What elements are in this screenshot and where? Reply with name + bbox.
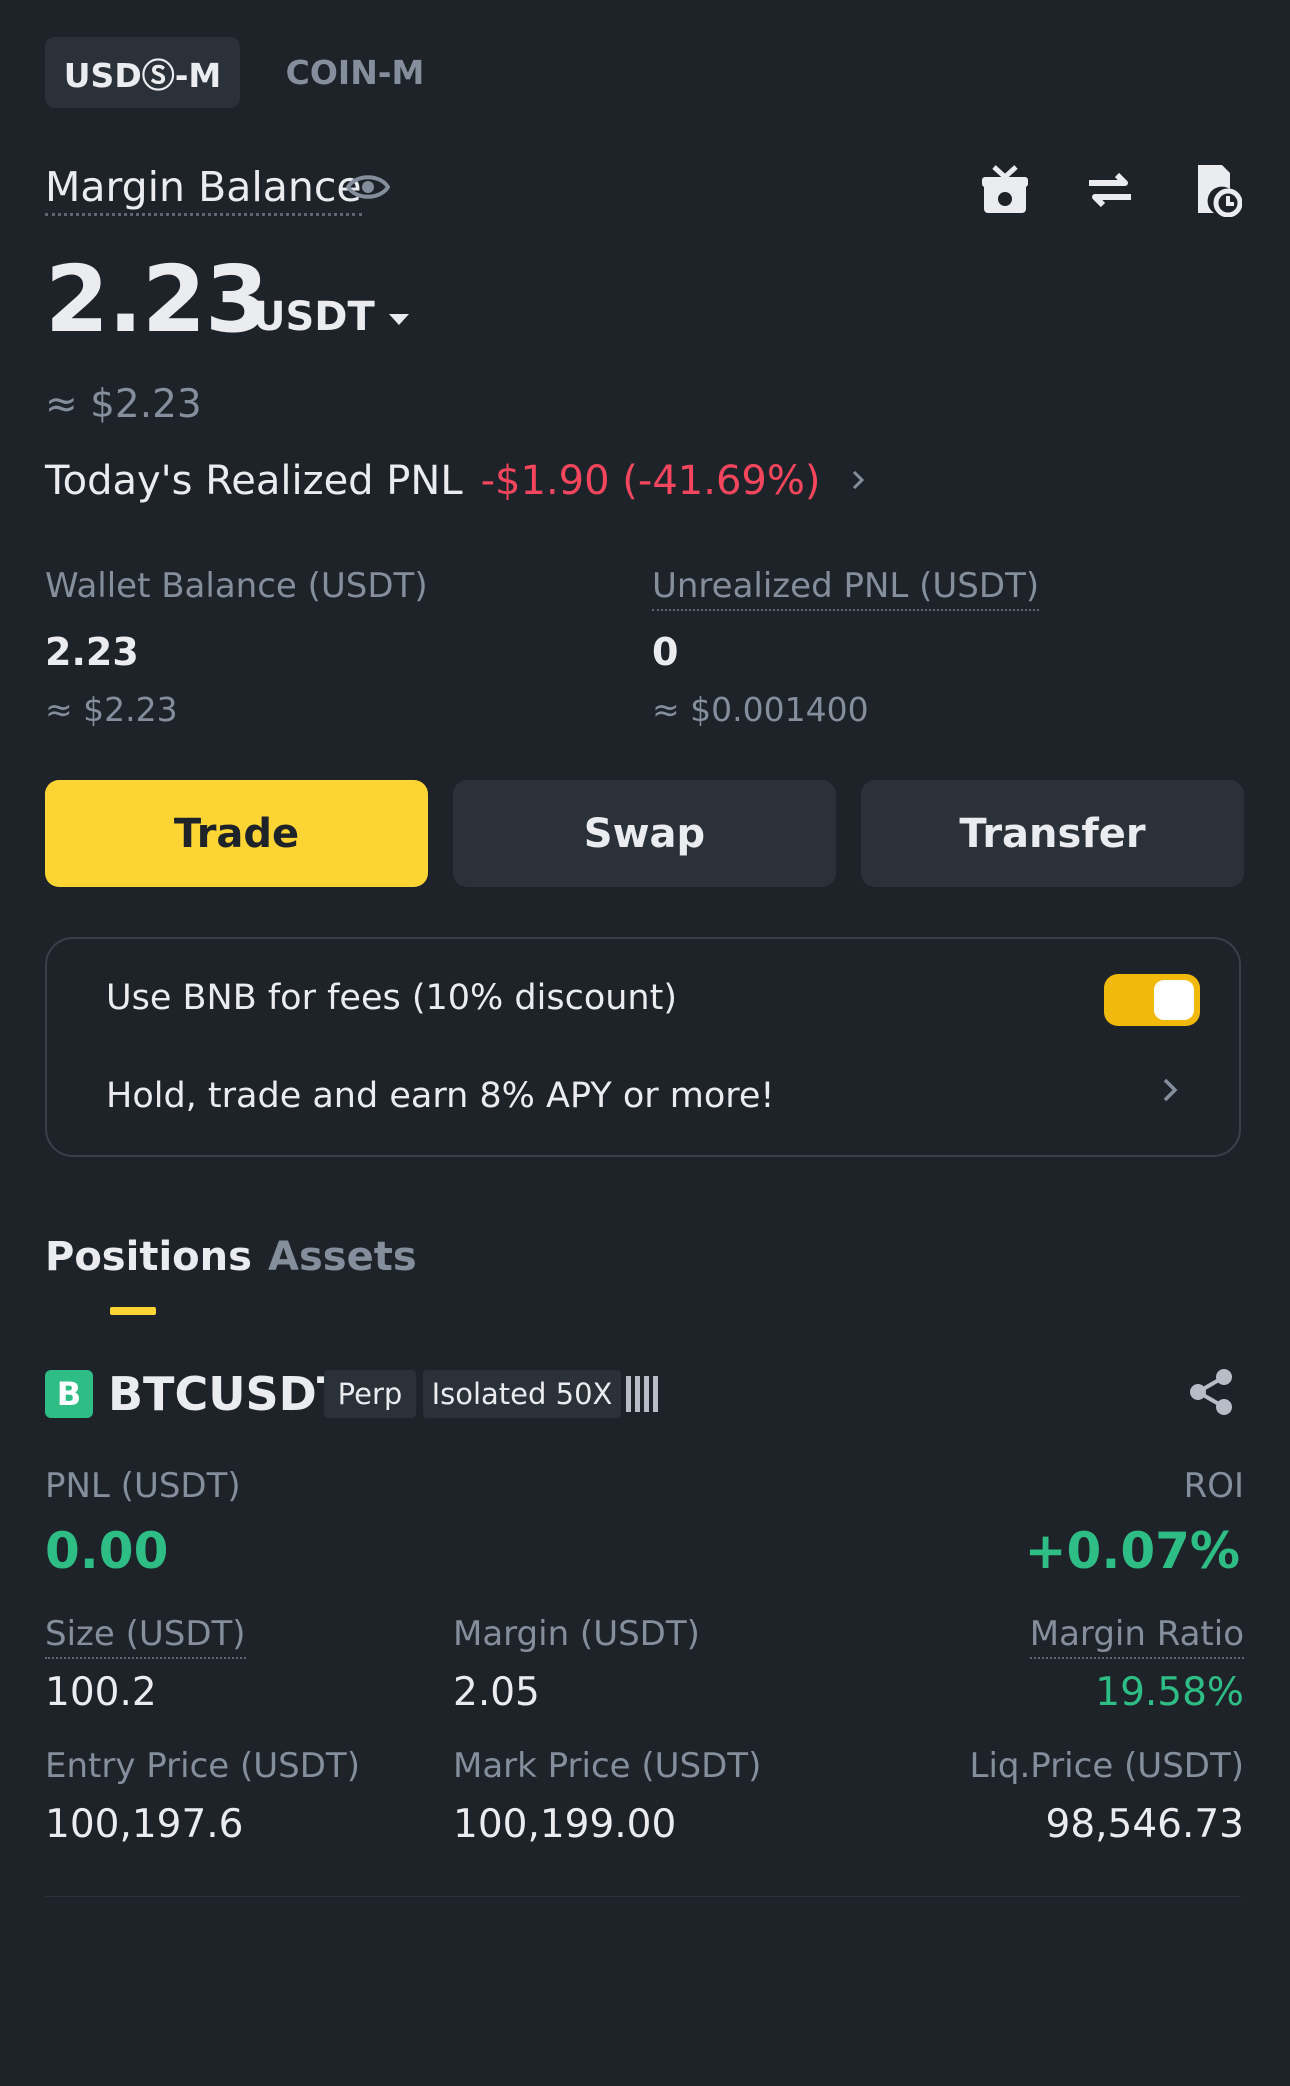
unit-selector[interactable]: USDT [253, 294, 409, 340]
mark-price-value: 100,199.00 [453, 1802, 677, 1847]
chevron-right-icon [850, 462, 866, 500]
todays-pnl-value: -$1.90 (-41.69%) [480, 458, 821, 504]
entry-price-value: 100,197.6 [45, 1802, 244, 1847]
todays-pnl-row[interactable]: Today's Realized PNL -$1.90 (-41.69%) [45, 458, 866, 504]
adl-indicator-icon [626, 1376, 658, 1412]
unrealized-pnl-label[interactable]: Unrealized PNL (USDT) [652, 566, 1040, 611]
side-badge: B [45, 1370, 93, 1418]
active-tab-indicator [110, 1307, 156, 1315]
transfer-button[interactable]: Transfer [861, 780, 1244, 887]
position-symbol[interactable]: BTCUSDT [108, 1367, 349, 1421]
share-icon[interactable] [1188, 1368, 1234, 1420]
bnb-promo-link[interactable]: Hold, trade and earn 8% APY or more! [106, 1076, 775, 1116]
unit-label: USDT [253, 294, 375, 340]
margin-balance-value: 2.23 [45, 246, 269, 353]
divider [45, 1896, 1241, 1897]
margin-ratio-label[interactable]: Margin Ratio [1029, 1614, 1244, 1659]
gift-icon[interactable] [980, 163, 1030, 217]
bnb-fees-toggle[interactable] [1104, 974, 1200, 1026]
tab-assets[interactable]: Assets [268, 1234, 417, 1280]
bnb-fee-panel [45, 937, 1241, 1157]
caret-down-icon [388, 313, 409, 325]
margin-label: Margin (USDT) [453, 1614, 700, 1654]
todays-pnl-label: Today's Realized PNL [45, 458, 463, 504]
entry-price-label: Entry Price (USDT) [45, 1746, 360, 1786]
swap-button[interactable]: Swap [453, 780, 836, 887]
wallet-balance-approx: ≈ $2.23 [45, 690, 178, 729]
eye-icon[interactable] [345, 170, 391, 208]
margin-balance-label[interactable]: Margin Balance [45, 163, 362, 216]
tab-positions[interactable]: Positions [45, 1234, 252, 1280]
mark-price-label: Mark Price (USDT) [453, 1746, 762, 1786]
trade-button[interactable]: Trade [45, 780, 428, 887]
wallet-balance-label: Wallet Balance (USDT) [45, 566, 428, 606]
tab-coin-m[interactable]: COIN-M [285, 53, 425, 92]
balance-approx-usd: ≈ $2.23 [45, 382, 202, 427]
margin-ratio-value: 19.58% [1095, 1670, 1244, 1715]
unrealized-pnl-value: 0 [652, 630, 679, 674]
swap-arrows-icon[interactable] [1085, 163, 1135, 217]
bnb-fees-label: Use BNB for fees (10% discount) [106, 978, 677, 1018]
roi-value: +0.07% [1024, 1522, 1240, 1580]
wallet-balance-value: 2.23 [45, 630, 139, 674]
size-value: 100.2 [45, 1670, 157, 1715]
position-pnl-label: PNL (USDT) [45, 1466, 241, 1506]
unrealized-pnl-approx: ≈ $0.001400 [652, 690, 869, 729]
chevron-right-icon[interactable] [1160, 1075, 1180, 1109]
tab-usds-m[interactable]: USDⓈ-M [45, 37, 240, 108]
perp-chip: Perp [324, 1370, 416, 1418]
margin-mode-chip[interactable]: Isolated 50X [423, 1370, 621, 1418]
liq-price-label: Liq.Price (USDT) [969, 1746, 1244, 1786]
size-label[interactable]: Size (USDT) [45, 1614, 246, 1659]
liq-price-value: 98,546.73 [1045, 1802, 1245, 1847]
history-icon[interactable] [1192, 163, 1243, 218]
roi-label: ROI [1183, 1466, 1244, 1506]
position-pnl-value: 0.00 [45, 1522, 169, 1580]
margin-value: 2.05 [453, 1670, 540, 1715]
